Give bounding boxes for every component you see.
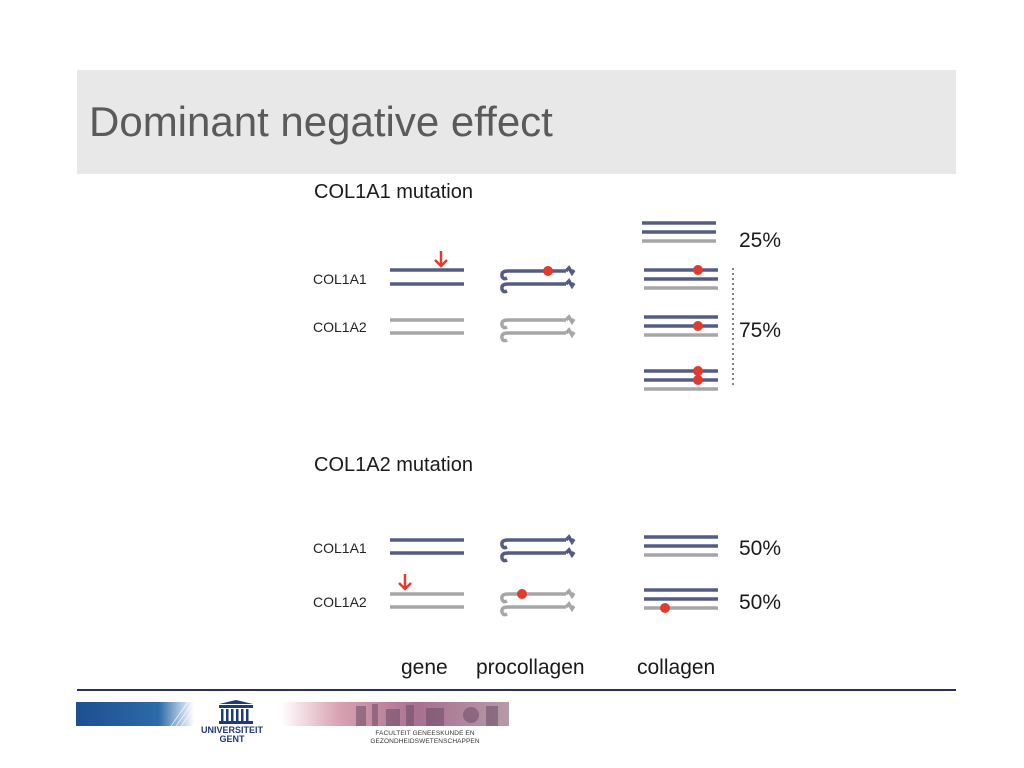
procollagen-col1a1-1-b [500, 535, 576, 550]
percent-normal-top: 25% [739, 229, 782, 252]
faculty-banner-texture [356, 704, 498, 726]
column-label-gene: gene [401, 656, 448, 679]
column-label-procollagen: procollagen [476, 656, 585, 679]
collagen-trimer-one-mutant-2 [644, 315, 718, 337]
procollagen-col1a1-1 [500, 266, 576, 281]
collagen-trimer-normal-b [644, 535, 718, 557]
percent-mutant-top: 75% [739, 319, 782, 342]
mutation-dot-procollagen-col1a2 [517, 589, 527, 599]
faculty-name: FACULTEIT GENEESKUNDE EN GEZONDHEIDSWETE… [370, 730, 480, 745]
university-building-icon [219, 700, 253, 724]
mutation-dot-collagen-3a [693, 366, 703, 376]
gene-label-col1a1-bottom: COL1A1 [313, 540, 367, 556]
mutation-dot-collagen-1 [693, 265, 703, 275]
blue-banner [76, 702, 194, 726]
gene-label-col1a1-top: COL1A1 [313, 271, 367, 287]
collagen-trimer-mutant-b [644, 588, 718, 610]
mutation-dot-collagen-b [660, 603, 670, 613]
procollagen-col1a2-1-b [500, 589, 576, 604]
percent-normal-bottom: 50% [739, 537, 782, 560]
university-name: UNIVERSITEIT GENT [200, 725, 263, 744]
col1a2-mutation-heading: COL1A2 mutation [314, 454, 473, 476]
gene-label-col1a2-top: COL1A2 [313, 319, 367, 335]
collagen-trimer-two-mutant [644, 369, 718, 391]
collagen-trimer-one-mutant [644, 268, 718, 290]
procollagen-col1a2-2-b [500, 602, 576, 617]
col1a1-mutation-heading: COL1A1 mutation [314, 181, 473, 203]
mutation-arrow-col1a1 [434, 251, 448, 268]
mutation-dot-collagen-3b [693, 375, 703, 385]
gene-label-col1a2-bottom: COL1A2 [313, 594, 367, 610]
procollagen-col1a2-1 [500, 315, 576, 330]
title-bar: Dominant negative effect [77, 70, 956, 174]
mutation-dot-collagen-2 [693, 321, 703, 331]
mutation-arrow-col1a2 [398, 574, 412, 591]
percent-mutant-bottom: 50% [739, 591, 782, 614]
footer-logos [76, 700, 509, 727]
mutation-dot-procollagen-col1a1 [543, 266, 553, 276]
slide-title: Dominant negative effect [89, 98, 553, 145]
collagen-trimer-normal [642, 221, 716, 243]
procollagen-col1a2-2 [500, 328, 576, 343]
footer-rule [77, 689, 956, 691]
column-label-collagen: collagen [637, 656, 716, 679]
procollagen-col1a1-2 [500, 279, 576, 294]
procollagen-col1a1-2-b [500, 548, 576, 563]
